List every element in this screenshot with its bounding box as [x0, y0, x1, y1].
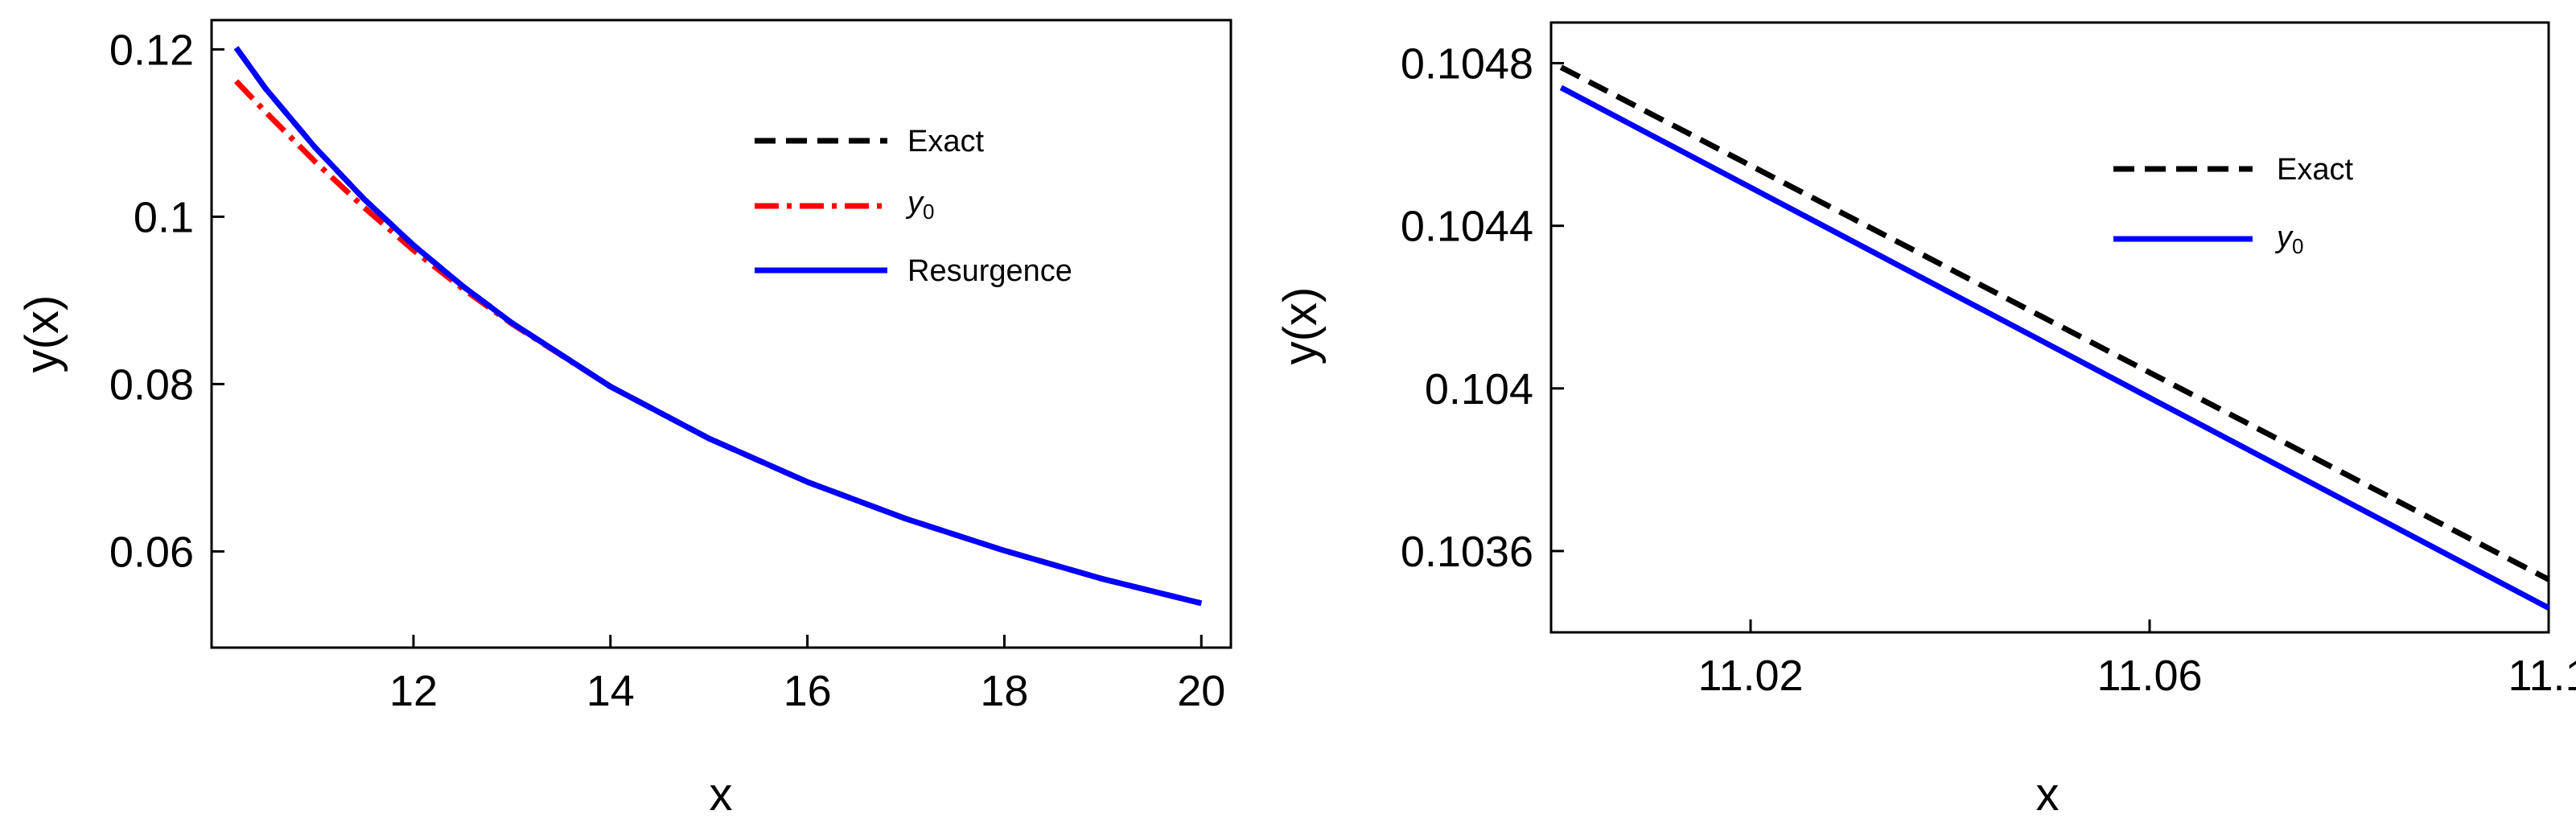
series-line-y0 — [234, 79, 1203, 607]
series-left — [233, 46, 1203, 607]
x-tick-label: 11.06 — [2097, 652, 2202, 700]
x-tick-label: 18 — [980, 667, 1028, 715]
legend-left: Exact y0 Resurgence — [755, 125, 1072, 288]
legend-label-y0: y0 — [905, 186, 934, 224]
legend-label-y0-right: y0 — [2274, 220, 2303, 258]
panel-right: 11.02 11.06 11.1 0.1036 0.104 0.1044 0.1048 E… — [1274, 21, 2576, 821]
series-line-resurgence — [233, 46, 1203, 607]
y-tick-label: 0.1048 — [1401, 40, 1533, 88]
x-tick-label: 12 — [389, 667, 438, 715]
series-right — [1559, 64, 2550, 611]
y-ticks-left: 0.06 0.08 0.1 0.12 — [109, 26, 224, 576]
x-ticks-left: 12 14 16 18 20 — [389, 635, 1225, 715]
legend-label-resurgence: Resurgence — [907, 254, 1072, 288]
x-ticks-right: 11.02 11.06 11.1 — [1697, 619, 2576, 700]
legend-label-exact: Exact — [907, 125, 984, 158]
legend-right: Exact y0 — [2113, 153, 2353, 258]
y-axis-label-left: y(x) — [16, 295, 68, 373]
y-tick-label: 0.1 — [134, 193, 194, 241]
y-tick-label: 0.1044 — [1401, 203, 1533, 251]
plot-frame-left — [210, 19, 1232, 649]
x-tick-label: 11.1 — [2508, 652, 2576, 700]
x-tick-label: 14 — [586, 667, 635, 715]
legend-label-exact-right: Exact — [2277, 153, 2353, 187]
x-tick-label: 20 — [1177, 667, 1225, 715]
x-tick-label: 16 — [784, 667, 832, 715]
x-tick-label: 11.02 — [1697, 652, 1803, 700]
y-tick-label: 0.1036 — [1401, 528, 1533, 576]
y-tick-label: 0.06 — [109, 528, 194, 576]
y-tick-label: 0.12 — [109, 26, 194, 74]
panel-left: 12 14 16 18 20 0.06 0.08 0.1 0.12 Exact y0 Resu… — [16, 19, 1232, 821]
y-axis-label-right: y(x) — [1274, 287, 1327, 365]
y-ticks-right: 0.1036 0.104 0.1044 0.1048 — [1401, 40, 1564, 576]
series-line-exact — [233, 46, 1203, 607]
x-axis-label-right: x — [2036, 768, 2060, 821]
series-line-exact — [1559, 64, 2550, 582]
x-axis-label-left: x — [710, 768, 733, 821]
y-tick-label: 0.08 — [109, 360, 194, 409]
y-tick-label: 0.104 — [1425, 365, 1533, 414]
series-line-y0 — [1559, 84, 2550, 611]
plot-frame-right — [1549, 21, 2550, 634]
